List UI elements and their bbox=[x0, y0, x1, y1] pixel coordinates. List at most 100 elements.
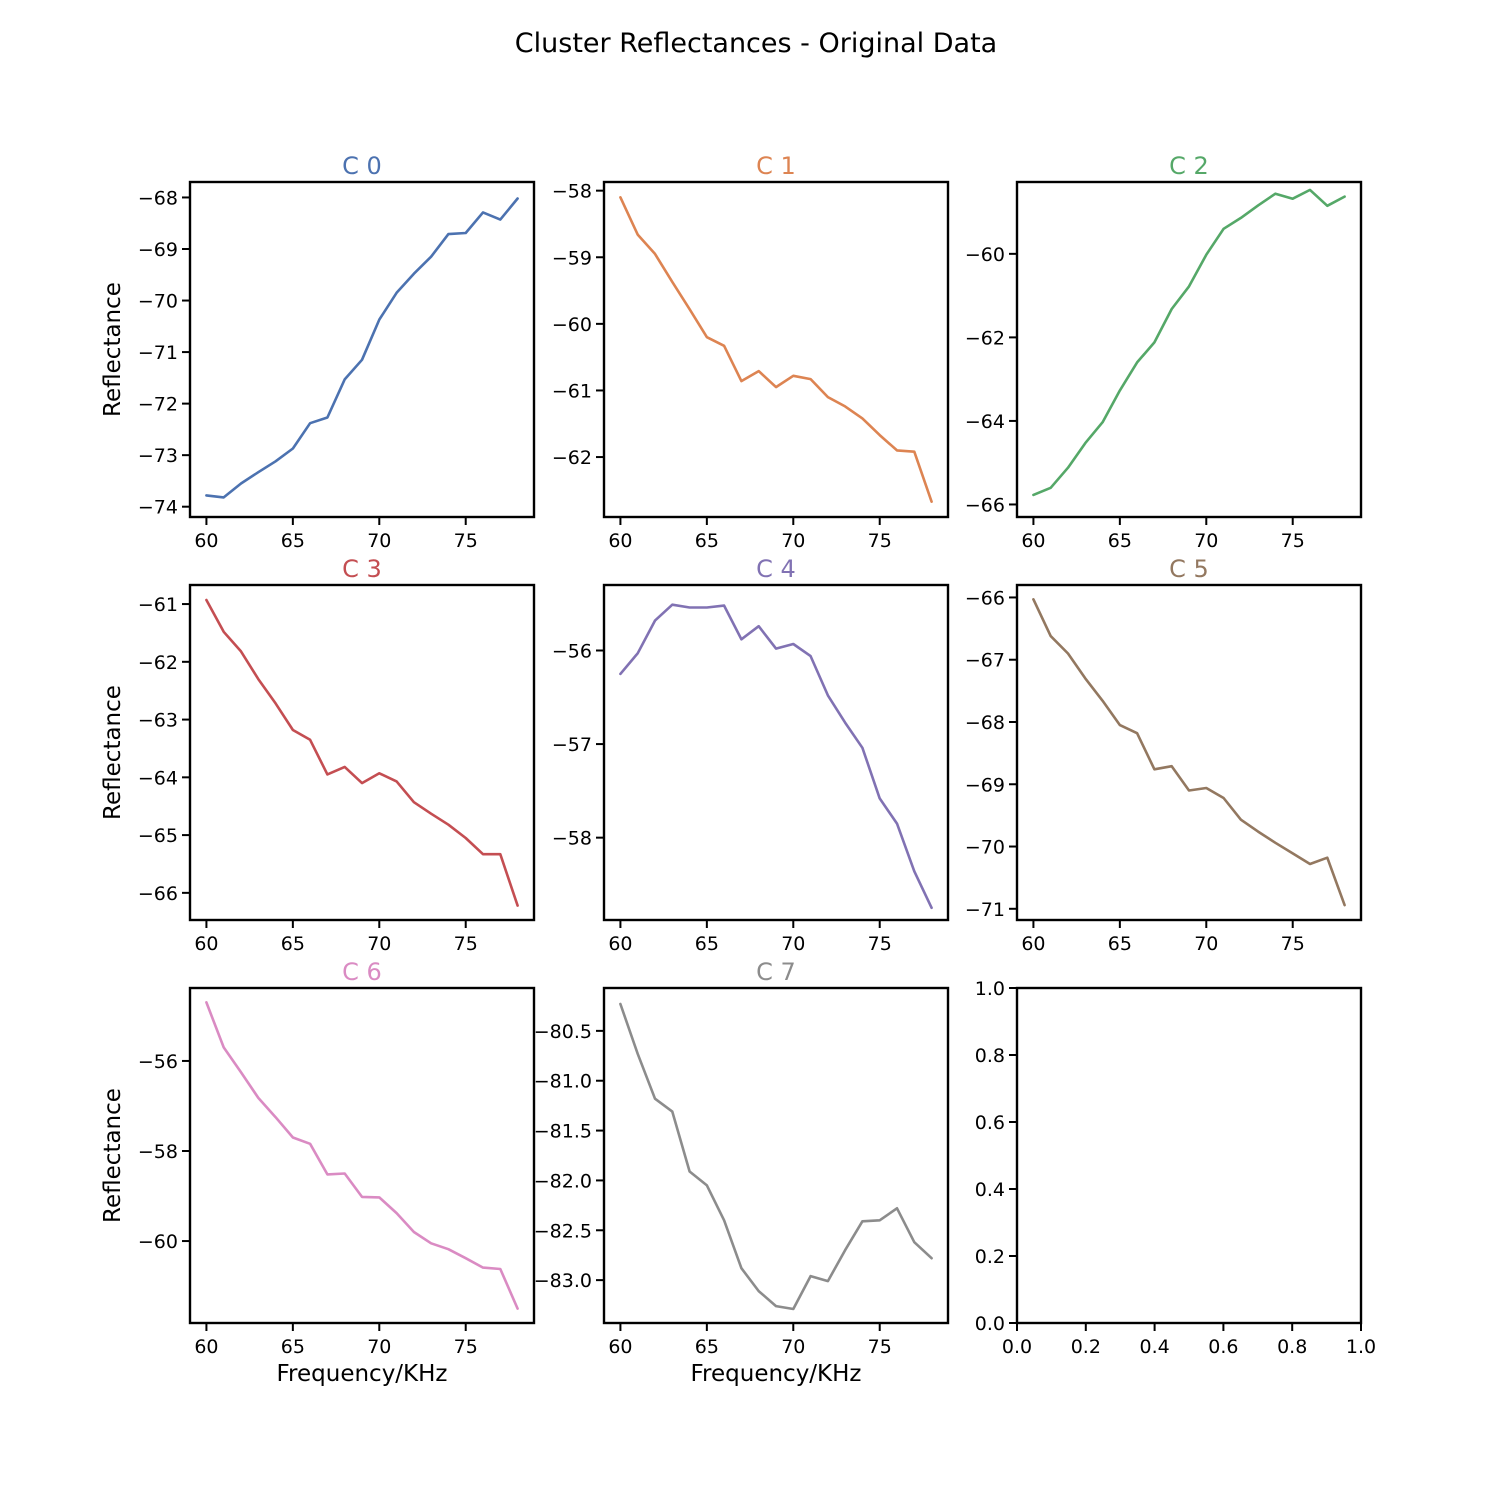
y-tick-label: −63 bbox=[138, 710, 178, 732]
y-tick-label: −57 bbox=[552, 734, 592, 756]
y-tick-label: −66 bbox=[965, 494, 1005, 516]
y-tick-label: −80.5 bbox=[534, 1021, 592, 1043]
x-tick-label: 65 bbox=[1108, 933, 1132, 955]
y-tick-label: −60 bbox=[965, 244, 1005, 266]
x-tick-label: 75 bbox=[454, 933, 478, 955]
y-tick-label: −66 bbox=[138, 883, 178, 905]
x-tick-label: 0.2 bbox=[1071, 1336, 1101, 1358]
subplot-title: C 2 bbox=[1169, 152, 1209, 180]
x-tick-label: 60 bbox=[608, 1336, 632, 1358]
y-tick-label: −67 bbox=[965, 650, 1005, 672]
y-tick-label: −61 bbox=[552, 380, 592, 402]
x-tick-label: 60 bbox=[194, 530, 218, 552]
y-tick-label: −68 bbox=[138, 187, 178, 209]
y-tick-label: −61 bbox=[138, 594, 178, 616]
series-line bbox=[205, 1001, 519, 1310]
x-tick-label: 75 bbox=[868, 1336, 892, 1358]
x-tick-label: 70 bbox=[1194, 530, 1218, 552]
x-tick-label: 70 bbox=[367, 530, 391, 552]
y-tick-label: −83.0 bbox=[534, 1270, 592, 1292]
x-tick-label: 0.8 bbox=[1277, 1336, 1307, 1358]
y-tick-label: 0.6 bbox=[975, 1112, 1005, 1134]
subplot-title: C 5 bbox=[1169, 555, 1209, 583]
y-tick-label: −56 bbox=[552, 641, 592, 663]
series-line bbox=[619, 196, 933, 504]
x-tick-label: 65 bbox=[695, 530, 719, 552]
axes-frame bbox=[602, 583, 950, 922]
y-tick-label: −82.5 bbox=[534, 1220, 592, 1242]
y-axis-label: Reflectance bbox=[100, 282, 126, 417]
x-tick-label: 65 bbox=[1108, 530, 1132, 552]
series-line bbox=[205, 197, 519, 499]
axes-frame bbox=[602, 986, 950, 1325]
subplot-0: C 0 60 65 70 75 −74 −73 −72 −71 −70 −69 −68 Reflecta… bbox=[100, 152, 536, 552]
axes-frame bbox=[188, 180, 536, 519]
x-tick-label: 75 bbox=[868, 530, 892, 552]
y-tick-label: 0.8 bbox=[975, 1045, 1005, 1067]
y-tick-label: −64 bbox=[965, 411, 1005, 433]
y-axis-label: Reflectance bbox=[100, 1088, 126, 1223]
x-tick-label: 60 bbox=[194, 1336, 218, 1358]
y-tick-label: −70 bbox=[138, 291, 178, 313]
y-tick-label: −62 bbox=[965, 327, 1005, 349]
subplot-title: C 3 bbox=[342, 555, 382, 583]
y-tick-label: −68 bbox=[965, 712, 1005, 734]
x-tick-label: 65 bbox=[695, 1336, 719, 1358]
y-tick-label: −64 bbox=[138, 767, 178, 789]
x-tick-label: 70 bbox=[367, 933, 391, 955]
subplot-title: C 7 bbox=[756, 958, 796, 986]
subplot-2: C 2 60 65 70 75 −66 −64 −62 −60 bbox=[965, 152, 1363, 552]
x-axis-label: Frequency/KHz bbox=[276, 1361, 447, 1387]
series-line bbox=[619, 603, 933, 910]
y-tick-label: −71 bbox=[965, 899, 1005, 921]
x-tick-label: 1.0 bbox=[1346, 1336, 1376, 1358]
subplot-8: 0.0 0.2 0.4 0.6 0.8 1.0 0.0 0.2 0.4 0.6 0.8 1.0 bbox=[975, 978, 1376, 1358]
x-tick-label: 65 bbox=[281, 1336, 305, 1358]
x-tick-label: 75 bbox=[454, 530, 478, 552]
x-tick-label: 60 bbox=[1021, 530, 1045, 552]
x-tick-label: 70 bbox=[781, 933, 805, 955]
x-tick-label: 65 bbox=[695, 933, 719, 955]
subplot-title: C 4 bbox=[756, 555, 796, 583]
axes-frame bbox=[1015, 986, 1363, 1325]
x-tick-label: 65 bbox=[281, 530, 305, 552]
y-tick-label: −58 bbox=[552, 181, 592, 203]
x-tick-label: 75 bbox=[1281, 933, 1305, 955]
subplot-grid: C 0 60 65 70 75 −74 −73 −72 −71 −70 −69 −68 Reflecta… bbox=[100, 152, 1376, 1387]
y-tick-label: −58 bbox=[138, 1141, 178, 1163]
x-tick-label: 70 bbox=[1194, 933, 1218, 955]
y-tick-label: −56 bbox=[138, 1051, 178, 1073]
axes-frame bbox=[602, 180, 950, 519]
subplot-title: C 6 bbox=[342, 958, 382, 986]
x-tick-label: 0.4 bbox=[1139, 1336, 1169, 1358]
y-tick-label: −60 bbox=[552, 314, 592, 336]
x-tick-label: 70 bbox=[367, 1336, 391, 1358]
y-tick-label: −66 bbox=[965, 587, 1005, 609]
x-tick-label: 60 bbox=[608, 933, 632, 955]
y-tick-label: −69 bbox=[138, 239, 178, 261]
subplot-title: C 0 bbox=[342, 152, 382, 180]
axes-frame bbox=[188, 583, 536, 922]
series-line bbox=[205, 598, 519, 907]
y-tick-label: 0.4 bbox=[975, 1179, 1005, 1201]
y-tick-label: −72 bbox=[138, 394, 178, 416]
x-tick-label: 75 bbox=[868, 933, 892, 955]
subplot-1: C 1 60 65 70 75 −62 −61 −60 −59 −58 bbox=[552, 152, 950, 552]
y-tick-label: −60 bbox=[138, 1231, 178, 1253]
axes-frame bbox=[1015, 180, 1363, 519]
y-tick-label: −58 bbox=[552, 828, 592, 850]
y-tick-label: 0.2 bbox=[975, 1246, 1005, 1268]
x-tick-label: 60 bbox=[608, 530, 632, 552]
y-tick-label: −71 bbox=[138, 342, 178, 364]
axes-frame bbox=[188, 986, 536, 1325]
subplot-6: C 6 60 65 70 75 −60 −58 −56 Reflectance Frequency… bbox=[100, 958, 536, 1387]
y-tick-label: 1.0 bbox=[975, 978, 1005, 1000]
subplot-7: C 7 60 65 70 75 −83.0 −82.5 −82.0 −81.5 −81.0 −80.… bbox=[534, 958, 950, 1387]
figure-title: Cluster Reflectances - Original Data bbox=[515, 28, 997, 59]
series-line bbox=[619, 1002, 933, 1311]
subplot-3: C 3 60 65 70 75 −66 −65 −64 −63 −62 −61 Reflectance bbox=[100, 555, 536, 955]
y-tick-label: −81.0 bbox=[534, 1071, 592, 1093]
x-axis-label: Frequency/KHz bbox=[690, 1361, 861, 1387]
subplot-title: C 1 bbox=[756, 152, 796, 180]
y-axis-label: Reflectance bbox=[100, 685, 126, 820]
